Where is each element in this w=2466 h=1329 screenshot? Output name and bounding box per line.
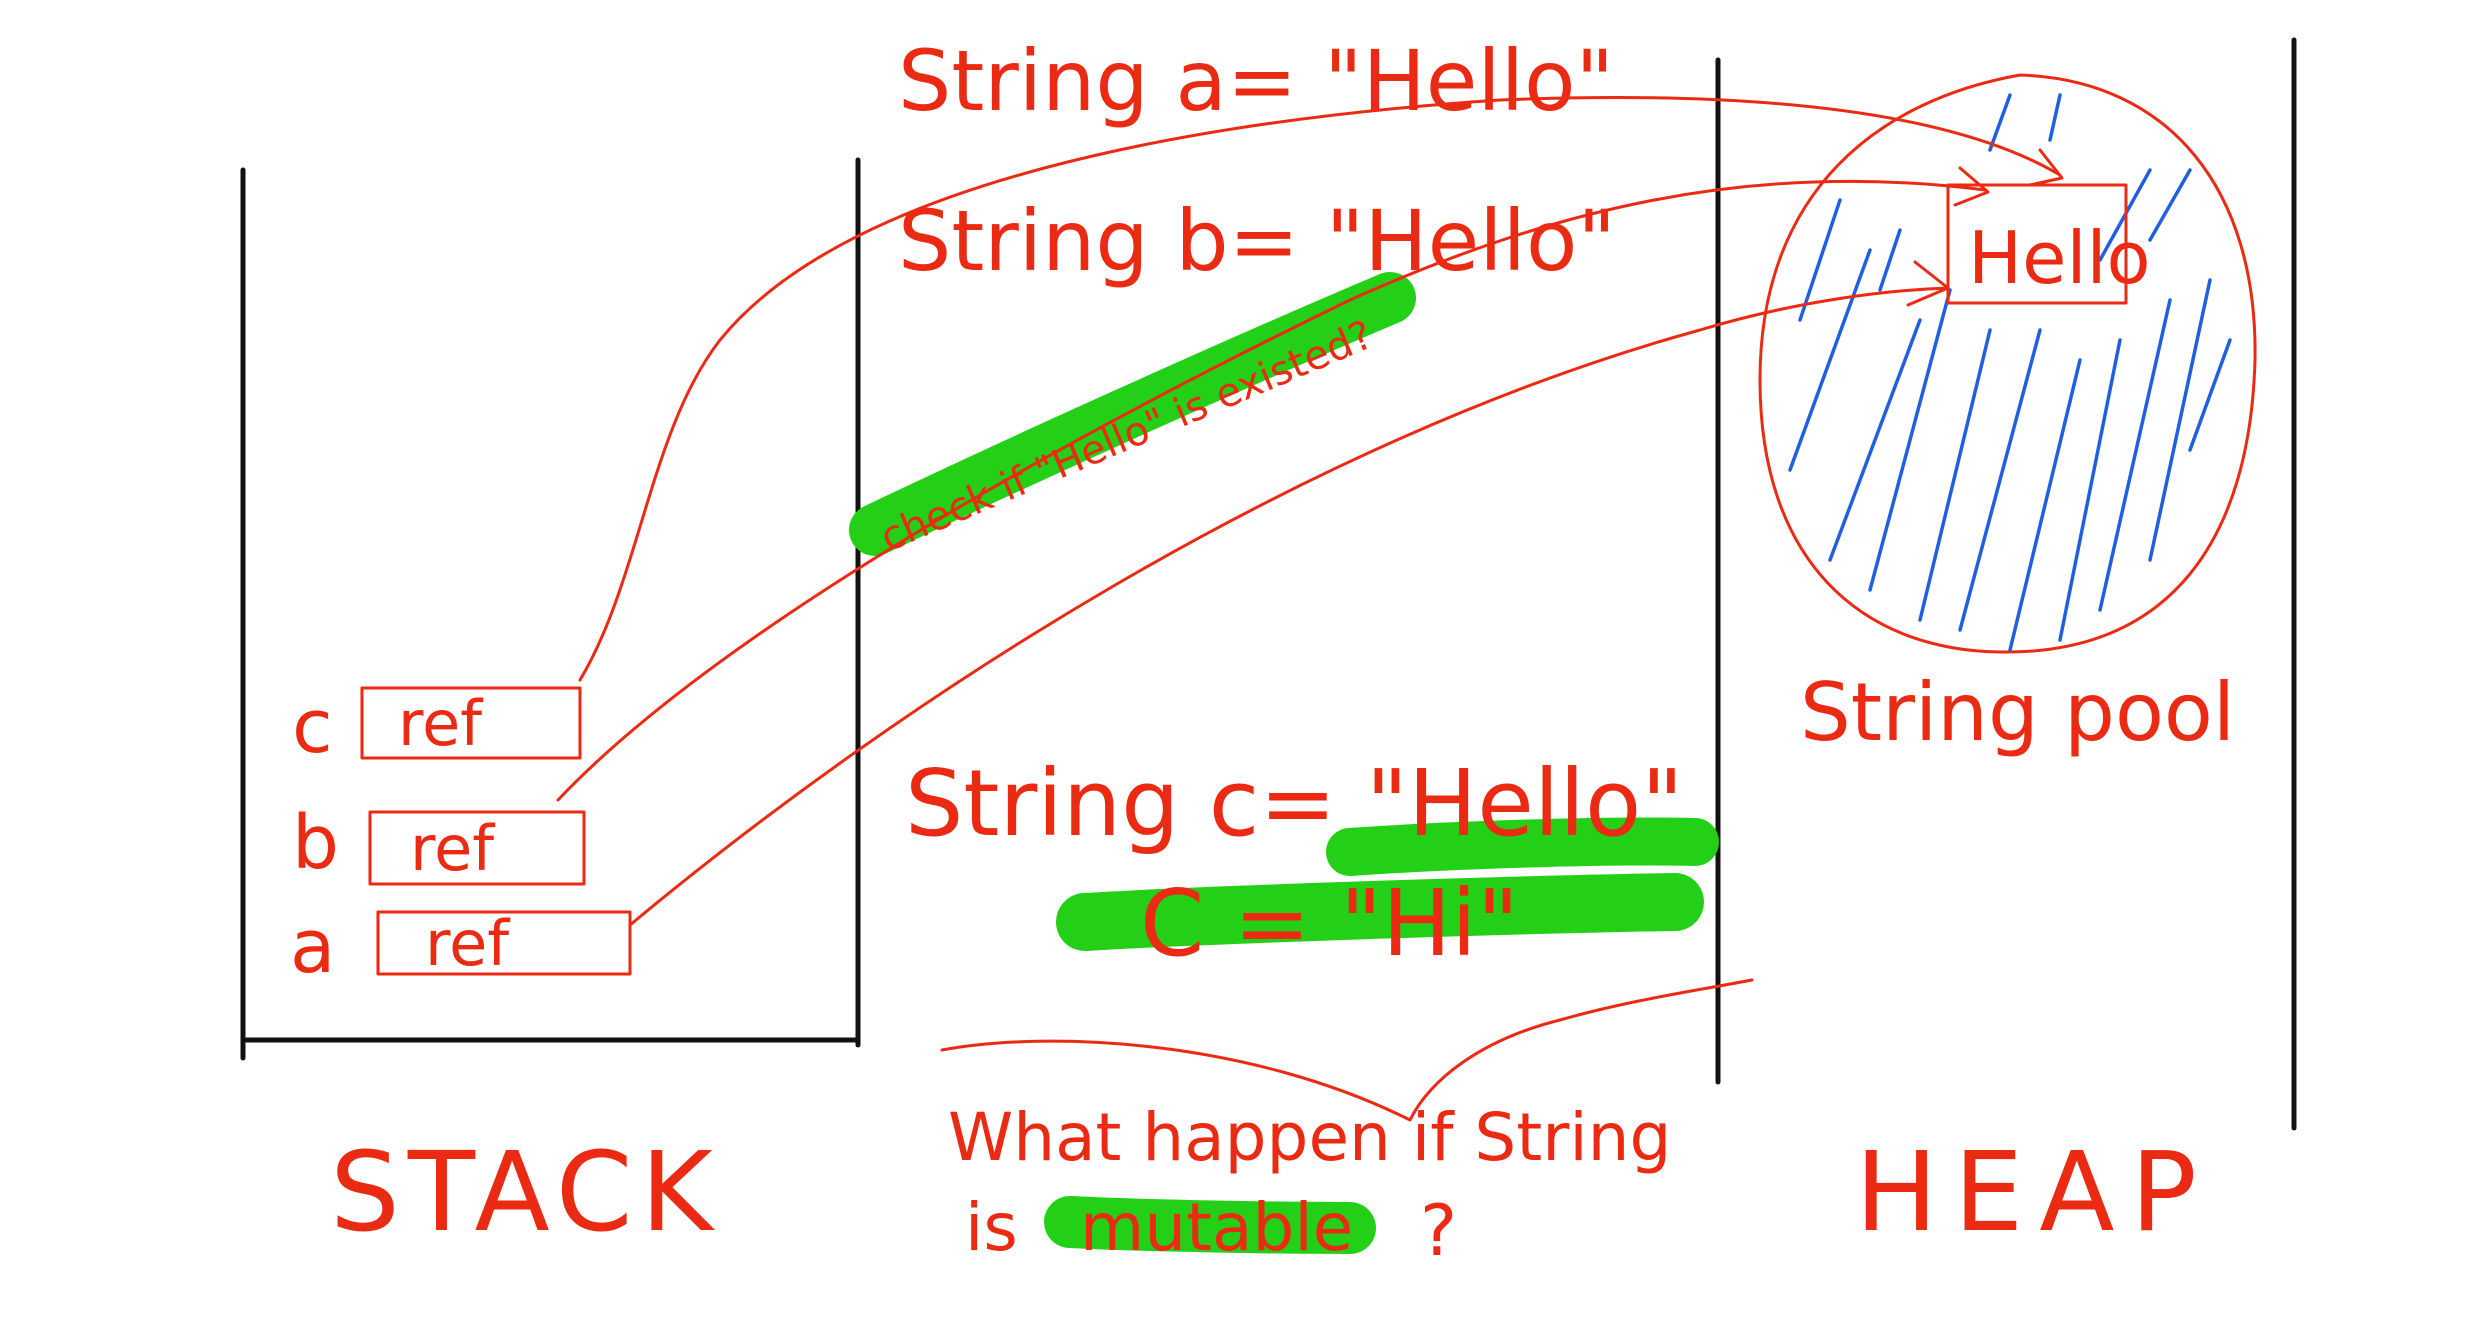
code-line-a: String a= "Hello" bbox=[898, 32, 1614, 130]
stack-slot-c: c ref bbox=[292, 684, 582, 770]
pool-hatching bbox=[1788, 93, 2232, 652]
b-ref-arrow bbox=[556, 179, 1987, 802]
heap-frame bbox=[1715, 37, 2297, 1131]
string-pool-circle bbox=[1758, 73, 2257, 654]
question-line-1: What happen if String bbox=[948, 1099, 1671, 1176]
c-ref-arrow bbox=[578, 96, 2062, 682]
heap-label: HEAP bbox=[1855, 1128, 2213, 1256]
mutable-highlight bbox=[1044, 1196, 1376, 1254]
pool-hello-text: Hello bbox=[1968, 216, 2151, 300]
stack-var-b: b bbox=[292, 800, 339, 886]
check-existence-note: check if "Hello" is existed? bbox=[874, 312, 1380, 561]
question-highlight-word: mutable bbox=[1080, 1189, 1353, 1266]
string-pool: Hello bbox=[1758, 73, 2257, 654]
mutability-question: What happen if String is mutable ? bbox=[940, 978, 1754, 1272]
stack-var-a: a bbox=[290, 904, 335, 990]
question-line-2-prefix: is bbox=[965, 1189, 1018, 1266]
stack-ref-b: ref bbox=[410, 812, 496, 885]
question-mark: ? bbox=[1420, 1190, 1457, 1272]
stack-var-c: c bbox=[292, 684, 333, 770]
code-line-b: String b= "Hello" bbox=[898, 192, 1616, 290]
stack-ref-box-b bbox=[368, 810, 586, 886]
code-reassign-c: C = "Hi" bbox=[1140, 870, 1519, 977]
stack-frame bbox=[240, 157, 861, 1061]
reference-arrows bbox=[556, 96, 2064, 927]
string-pool-label: String pool bbox=[1800, 666, 2235, 759]
reassign-highlight-lower bbox=[1056, 873, 1704, 951]
stack-ref-a: ref bbox=[425, 907, 511, 980]
stack-ref-c: ref bbox=[398, 687, 484, 760]
reassign-highlight-upper bbox=[1326, 817, 1719, 876]
code-line-c: String c= "Hello" bbox=[905, 750, 1684, 857]
stack-slot-b: b ref bbox=[292, 800, 586, 886]
code-annotations: String a= "Hello" String b= "Hello" chec… bbox=[874, 32, 1684, 977]
stack-ref-box-a bbox=[376, 910, 632, 976]
stack-slot-a: a ref bbox=[290, 904, 632, 990]
stack-label: STACK bbox=[330, 1128, 721, 1256]
arrowheads bbox=[1906, 148, 2064, 307]
section-labels: STACK HEAP String pool bbox=[330, 666, 2235, 1256]
a-ref-arrow bbox=[628, 286, 1950, 927]
stack-slots: c ref b ref a ref bbox=[290, 684, 632, 990]
brace-curve bbox=[940, 978, 1754, 1122]
stack-ref-box-c bbox=[360, 686, 582, 760]
